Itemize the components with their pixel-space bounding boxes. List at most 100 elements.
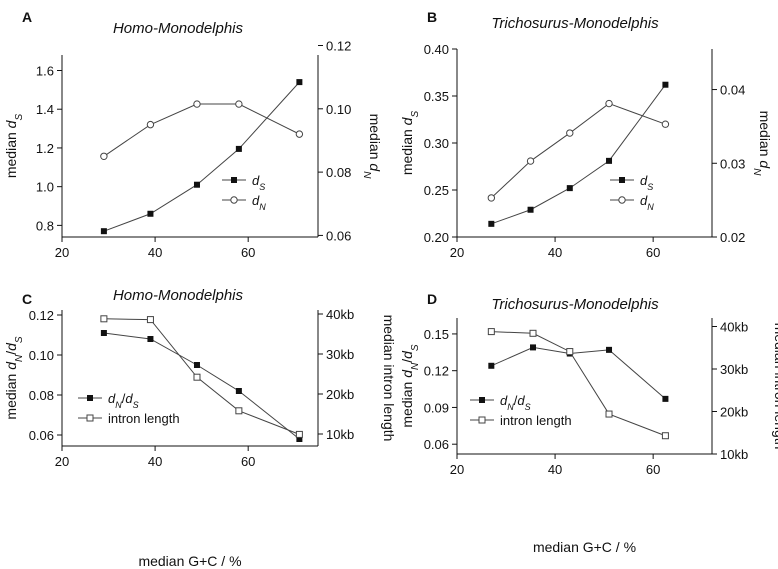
y-axis-label-b: median dS xyxy=(399,111,421,176)
x-tick-label: 20 xyxy=(55,454,69,469)
data-point-square xyxy=(100,228,107,235)
panel-letter-b: B xyxy=(427,9,437,25)
y-axis-label-d: median dN/dS xyxy=(399,344,421,428)
y2-tick-label: 40kb xyxy=(720,320,748,335)
y2-axis-label-b: median dN xyxy=(752,111,774,177)
chart-panel-b: B Trichosurus-Monodelphis 20 40 60 0.20 0.25 0.… xyxy=(399,9,773,260)
data-point-square xyxy=(193,181,200,188)
panel-letter-c: C xyxy=(22,291,32,307)
chart-title-b: Trichosurus-Monodelphis xyxy=(491,15,659,32)
data-point-open-square xyxy=(661,432,669,440)
panel-letter-a: A xyxy=(22,9,32,25)
data-point-square xyxy=(235,145,242,152)
y2-axis-label-d: median intron length xyxy=(772,323,778,450)
y2-tick-label: 0.06 xyxy=(326,228,351,243)
legend-label: intron length xyxy=(108,411,180,426)
chart-panel-a: A Homo-Monodelphis 20 40 60 0.8 1.0 1.2 1.4 1.6 0.… xyxy=(3,9,383,260)
y2-tick-label: 0.12 xyxy=(326,39,351,54)
y-tick-label: 0.25 xyxy=(424,183,449,198)
y2-tick-label: 10kb xyxy=(326,427,354,442)
y-tick-label: 0.12 xyxy=(424,364,449,379)
x-axis-label-d: median G+C / % xyxy=(533,539,636,555)
y-tick-label: 0.20 xyxy=(424,230,449,245)
data-point-square xyxy=(530,344,537,351)
y2-tick-label: 40kb xyxy=(326,307,354,322)
y2-tick-label: 20kb xyxy=(326,387,354,402)
data-point-open-square xyxy=(146,316,154,324)
x-tick-label: 40 xyxy=(548,462,562,477)
legend-marker xyxy=(87,395,93,401)
data-point-square xyxy=(193,362,200,368)
x-tick-label: 20 xyxy=(450,462,464,477)
legend-label: dN xyxy=(640,193,654,212)
y-tick-label: 0.40 xyxy=(424,42,449,57)
y2-axis-label-c: median intron length xyxy=(381,315,397,442)
y2-tick-label: 0.08 xyxy=(326,165,351,180)
y-tick-label: 1.2 xyxy=(36,141,54,156)
legend-label: dS xyxy=(252,173,265,192)
data-point-square xyxy=(296,436,303,442)
y2-tick-label: 0.02 xyxy=(720,230,745,245)
y-tick-label: 0.06 xyxy=(424,437,449,452)
y-tick-label: 0.06 xyxy=(29,428,54,443)
data-point-square xyxy=(488,220,495,227)
x-tick-label: 40 xyxy=(148,454,162,469)
y2-tick-label: 10kb xyxy=(720,447,748,462)
data-point-open-square xyxy=(605,410,613,418)
legend-marker xyxy=(478,416,486,424)
legend-label: intron length xyxy=(500,413,572,428)
data-point-open-square xyxy=(235,407,243,415)
x-tick-label: 60 xyxy=(646,462,660,477)
data-point-open-square xyxy=(487,328,495,336)
data-point-circle xyxy=(605,99,613,108)
x-tick-label: 60 xyxy=(241,454,255,469)
y-tick-label: 0.15 xyxy=(424,327,449,342)
y-tick-label: 0.10 xyxy=(29,348,54,363)
x-tick-label: 60 xyxy=(646,245,660,260)
x-tick-label: 20 xyxy=(450,245,464,260)
data-point-circle xyxy=(146,120,155,129)
chart-panel-d: D Trichosurus-Monodelphis 20 40 60 0.06 0.09 0.… xyxy=(399,291,778,555)
x-tick-label: 20 xyxy=(55,245,69,260)
y-tick-label: 0.12 xyxy=(29,308,54,323)
data-point-circle xyxy=(487,194,496,202)
data-point-square xyxy=(147,336,154,342)
chart-title-d: Trichosurus-Monodelphis xyxy=(491,296,659,313)
data-point-open-square xyxy=(100,315,108,323)
legend-marker xyxy=(619,177,625,183)
data-point-circle xyxy=(661,120,670,128)
y-tick-label: 1.0 xyxy=(36,180,54,195)
data-point-open-square xyxy=(193,373,201,381)
y-tick-label: 0.09 xyxy=(424,400,449,415)
legend-marker xyxy=(86,414,94,422)
chart-title-c: Homo-Monodelphis xyxy=(113,287,244,304)
y-tick-label: 0.30 xyxy=(424,136,449,151)
x-tick-label: 40 xyxy=(148,245,162,260)
y-tick-label: 0.35 xyxy=(424,89,449,104)
y-tick-label: 0.08 xyxy=(29,388,54,403)
data-point-square xyxy=(606,346,613,353)
legend-marker xyxy=(230,196,238,204)
data-point-open-square xyxy=(295,430,303,438)
legend-label: dN/dS xyxy=(500,393,531,412)
x-tick-label: 40 xyxy=(548,245,562,260)
data-point-square xyxy=(488,362,495,369)
data-point-circle xyxy=(235,100,243,108)
data-point-square xyxy=(527,206,534,213)
data-point-square xyxy=(235,388,242,394)
y2-axis-label-a: median dN xyxy=(362,114,384,180)
legend-marker xyxy=(231,177,237,183)
data-point-circle xyxy=(526,157,535,165)
chart-title-a: Homo-Monodelphis xyxy=(113,20,244,37)
data-point-circle xyxy=(295,130,304,138)
data-point-circle xyxy=(566,129,574,137)
y2-tick-label: 0.03 xyxy=(720,156,745,171)
legend-label: dN/dS xyxy=(108,391,139,410)
data-point-square xyxy=(566,185,573,192)
series-line-d-1 xyxy=(491,346,666,400)
x-axis-label-c: median G+C / % xyxy=(138,553,241,569)
y2-tick-label: 20kb xyxy=(720,405,748,420)
data-point-square xyxy=(662,81,669,88)
chart-panel-c: C Homo-Monodelphis 20 40 60 0.06 0.08 0.10 0.12 1… xyxy=(3,287,397,569)
